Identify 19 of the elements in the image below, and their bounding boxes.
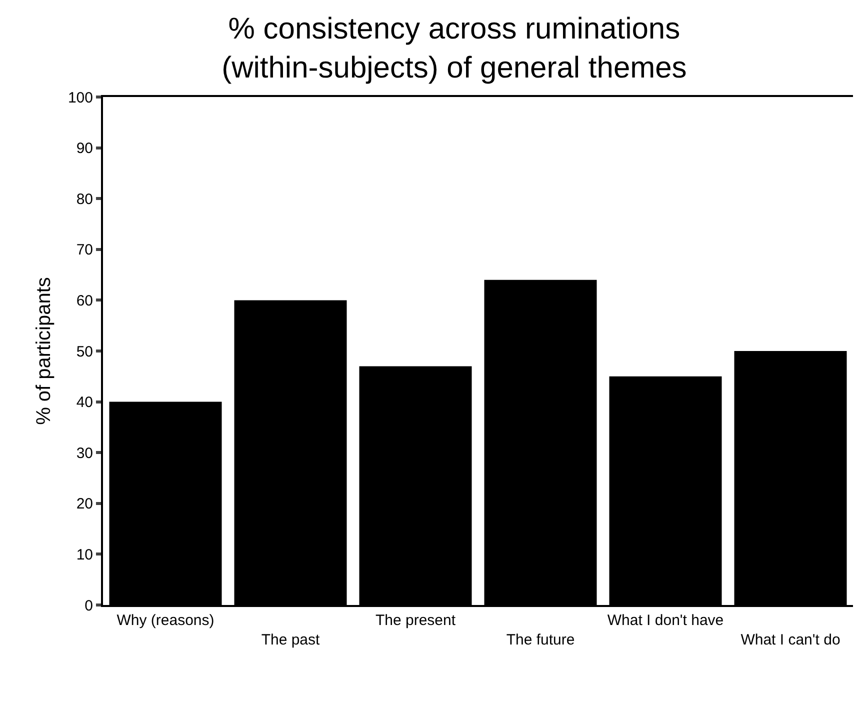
- y-tick-label: 0: [84, 597, 93, 614]
- y-tick-label: 40: [76, 394, 93, 412]
- x-tick-label: What I don't have: [607, 612, 724, 629]
- y-tick-label: 20: [76, 496, 93, 513]
- y-tick-label: 80: [76, 190, 93, 208]
- y-tick-label: 90: [76, 140, 93, 158]
- y-axis-title: % of participants: [32, 277, 55, 425]
- y-tick-label: 100: [68, 89, 93, 106]
- y-tick-label: 10: [76, 546, 93, 564]
- chart-title: % consistency across ruminations (within-subjects) of general themes: [222, 12, 687, 85]
- x-tick-label: The future: [506, 632, 575, 648]
- y-tick-label: 70: [76, 242, 93, 259]
- y-tick-label: 60: [76, 292, 93, 310]
- x-tick-label: The present: [375, 612, 456, 629]
- y-tick-label: 30: [76, 444, 93, 462]
- y-tick-label: 50: [76, 343, 93, 360]
- x-tick-label: The past: [261, 632, 321, 648]
- x-tick-label: Why (reasons): [116, 612, 214, 629]
- x-tick-label: What I can't do: [740, 632, 840, 648]
